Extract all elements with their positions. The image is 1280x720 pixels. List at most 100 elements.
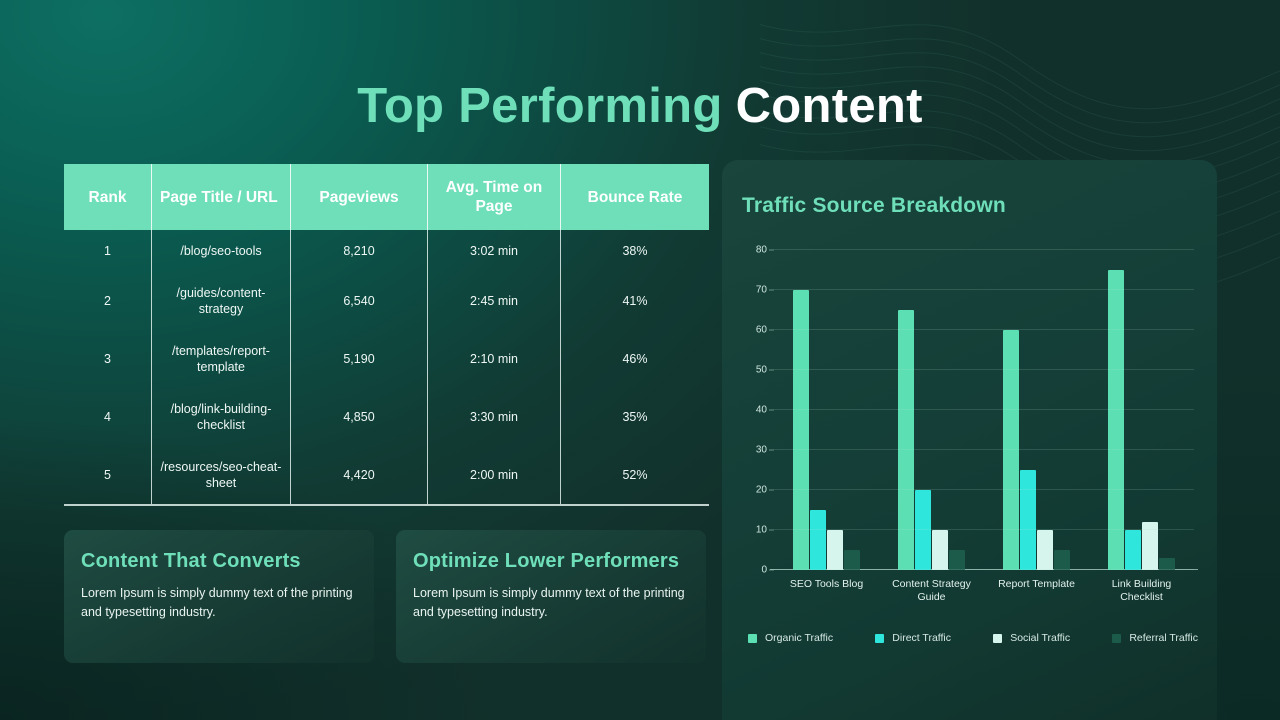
cell-page-url: /guides/content-strategy [152, 272, 291, 330]
cell-page-url: /templates/report-template [152, 330, 291, 388]
chart-bar-group: Link Building Checklist [1089, 250, 1194, 603]
page-title-rest: Content [735, 79, 923, 133]
chart-gridline [774, 449, 1194, 450]
legend-label: Organic Traffic [765, 632, 834, 644]
y-axis-tick-mark [769, 409, 774, 411]
chart-plot-area: SEO Tools Blog Content Strategy Guide Repo… [756, 245, 1198, 603]
x-axis-tick-label: Content Strategy Guide [892, 578, 971, 603]
chart-bar-group: SEO Tools Blog [774, 250, 879, 590]
chart-bar[interactable] [1108, 270, 1124, 570]
chart-bar[interactable] [932, 530, 948, 570]
chart-gridline [774, 249, 1194, 250]
y-axis-tick-label: 10 [755, 524, 767, 536]
chart-bar[interactable] [844, 550, 860, 570]
chart-gridline [774, 529, 1194, 530]
chart-bar-groups: SEO Tools Blog Content Strategy Guide Repo… [774, 250, 1194, 603]
chart-bar[interactable] [810, 510, 826, 570]
y-axis-tick-mark [769, 329, 774, 331]
chart-bar[interactable] [949, 550, 965, 570]
chart-bar[interactable] [898, 310, 914, 570]
cell-avg-time: 2:00 min [428, 446, 561, 504]
table-row: 2/guides/content-strategy 6,540 2:45 min 41… [64, 272, 709, 330]
y-axis-tick-mark [769, 489, 774, 491]
info-card-content-that-converts: Content That Converts Lorem Ipsum is sim… [64, 530, 374, 663]
y-axis-tick-mark [769, 569, 774, 571]
legend-label: Social Traffic [1010, 632, 1071, 644]
x-axis-tick-label: SEO Tools Blog [789, 578, 864, 590]
chart-bar[interactable] [1125, 530, 1141, 570]
traffic-source-panel: Traffic Source Breakdown SEO Tools Blog C… [722, 160, 1217, 720]
cell-bounce-rate: 46% [622, 352, 648, 366]
y-axis-tick-label: 30 [755, 444, 767, 456]
y-axis-tick-label: 50 [755, 364, 767, 376]
cell-bounce-rate: 38% [622, 244, 648, 258]
chart-bar[interactable] [793, 290, 809, 570]
chart-gridline [774, 289, 1194, 290]
table-row: 4/blog/link-building-checklist 4,850 3:30 … [64, 388, 709, 446]
legend-item[interactable]: Direct Traffic [875, 632, 951, 644]
y-axis-tick-mark [769, 289, 774, 291]
chart-bar[interactable] [1142, 522, 1158, 570]
chart-bar[interactable] [1054, 550, 1070, 570]
legend-swatch-icon [993, 633, 1003, 643]
top-performing-content-table: Rank Page Title / URL Pageviews Avg. Tim… [64, 164, 709, 506]
chart-legend: Organic Traffic Direct Traffic Social Traf… [748, 632, 1198, 644]
cell-bounce-rate: 52% [622, 468, 648, 482]
cell-pageviews: 4,850 [291, 388, 428, 446]
y-axis-tick-label: 60 [755, 324, 767, 336]
chart-bar[interactable] [1003, 330, 1019, 570]
cell-rank: 3 [64, 330, 152, 388]
legend-item[interactable]: Social Traffic [993, 632, 1070, 644]
table-header-row: Rank Page Title / URL Pageviews Avg. Tim… [64, 164, 709, 230]
cell-rank: 4 [64, 388, 152, 446]
y-axis-tick-label: 40 [755, 404, 767, 416]
table-row: 3/templates/report-template 5,190 2:10 min… [64, 330, 709, 388]
cell-rank: 1 [64, 230, 152, 272]
x-axis-tick-label: Report Template [998, 578, 1075, 590]
table-body: 1/blog/seo-tools 8,210 3:02 min 38% 2/guides… [64, 230, 709, 504]
column-header-rank: Rank [64, 164, 152, 230]
cell-page-url: /resources/seo-cheat-sheet [152, 446, 291, 504]
page-title: Top Performing Content [0, 78, 1280, 134]
chart-bar[interactable] [1037, 530, 1053, 570]
chart-bar[interactable] [827, 530, 843, 570]
column-header-bounce-rate: Bounce Rate [587, 188, 683, 206]
y-axis-tick-label: 80 [755, 244, 767, 256]
legend-swatch-icon [875, 633, 885, 643]
cell-avg-time: 3:02 min [428, 230, 561, 272]
y-axis-tick-mark [769, 369, 774, 371]
cell-page-url: /blog/seo-tools [152, 230, 291, 272]
cell-pageviews: 4,420 [291, 446, 428, 504]
cell-avg-time: 2:45 min [428, 272, 561, 330]
chart-bar[interactable] [1159, 558, 1175, 570]
info-card-optimize-lower-performers: Optimize Lower Performers Lorem Ipsum is… [396, 530, 706, 663]
legend-swatch-icon [1112, 633, 1122, 643]
page-title-highlight: Top Performing [357, 79, 723, 133]
cell-rank: 2 [64, 272, 152, 330]
cell-bounce-rate: 35% [622, 410, 648, 424]
cell-page-url: /blog/link-building-checklist [152, 388, 291, 446]
info-card-text: Lorem Ipsum is simply dummy text of the … [81, 586, 353, 619]
cell-pageviews: 6,540 [291, 272, 428, 330]
column-header-pageviews: Pageviews [291, 164, 428, 230]
cell-pageviews: 8,210 [291, 230, 428, 272]
chart-gridline [774, 569, 1194, 570]
chart-bar[interactable] [915, 490, 931, 570]
legend-item[interactable]: Referral Traffic [1112, 632, 1198, 644]
table-bottom-divider [64, 504, 709, 506]
legend-swatch-icon [748, 633, 757, 643]
column-header-page-title-url: Page Title / URL [152, 164, 291, 230]
info-card-title: Optimize Lower Performers [413, 550, 680, 572]
y-axis-tick-label: 70 [755, 284, 767, 296]
legend-item[interactable]: Organic Traffic [748, 632, 833, 644]
y-axis-tick-label: 0 [761, 564, 767, 576]
info-card-title: Content That Converts [81, 550, 301, 572]
cell-rank: 5 [64, 446, 152, 504]
y-axis-tick-mark [769, 449, 774, 451]
info-card-text: Lorem Ipsum is simply dummy text of the … [413, 586, 685, 619]
chart-bar[interactable] [1020, 470, 1036, 570]
x-axis-tick-label: Link Building Checklist [1111, 578, 1172, 603]
chart-title: Traffic Source Breakdown [742, 194, 1006, 217]
cell-pageviews: 5,190 [291, 330, 428, 388]
chart-gridline [774, 369, 1194, 370]
